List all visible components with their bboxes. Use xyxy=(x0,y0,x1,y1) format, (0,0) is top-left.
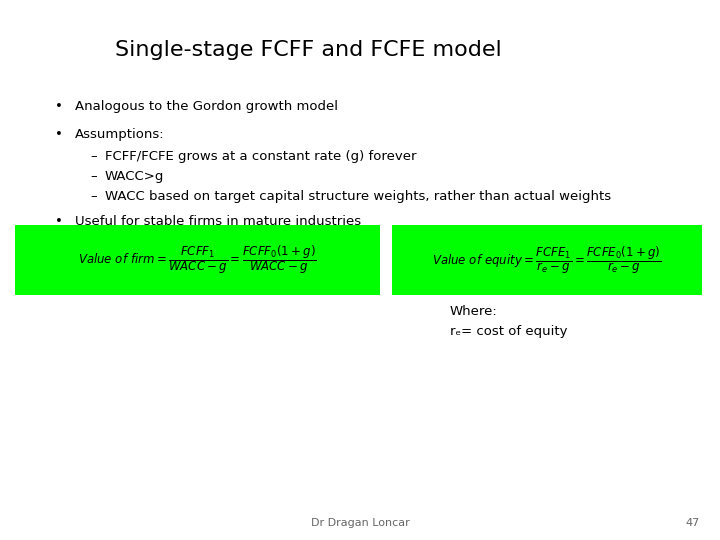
Text: •: • xyxy=(55,128,63,141)
Text: rₑ= cost of equity: rₑ= cost of equity xyxy=(450,325,567,338)
Text: FCFF/FCFE grows at a constant rate (g) forever: FCFF/FCFE grows at a constant rate (g) f… xyxy=(105,150,416,163)
Text: –: – xyxy=(90,150,96,163)
Text: $\mathit{Value\ of\ firm} = \dfrac{FCFF_1}{WACC-g} = \dfrac{FCFF_0(1+g)}{WACC-g}: $\mathit{Value\ of\ firm} = \dfrac{FCFF_… xyxy=(78,244,317,276)
Text: Useful for stable firms in mature industries: Useful for stable firms in mature indust… xyxy=(75,215,361,228)
FancyBboxPatch shape xyxy=(15,225,380,295)
Text: •: • xyxy=(55,215,63,228)
Text: –: – xyxy=(90,190,96,203)
Text: –: – xyxy=(90,170,96,183)
Text: $\mathit{Value\ of\ equity} = \dfrac{FCFE_1}{r_e-g} = \dfrac{FCFE_0(1+g)}{r_e-g}: $\mathit{Value\ of\ equity} = \dfrac{FCF… xyxy=(432,244,662,276)
Text: 47: 47 xyxy=(685,518,700,528)
Text: Dr Dragan Loncar: Dr Dragan Loncar xyxy=(310,518,410,528)
Text: Analogous to the Gordon growth model: Analogous to the Gordon growth model xyxy=(75,100,338,113)
Text: Assumptions:: Assumptions: xyxy=(75,128,165,141)
Text: WACC based on target capital structure weights, rather than actual weights: WACC based on target capital structure w… xyxy=(105,190,611,203)
Text: Single-stage FCFF and FCFE model: Single-stage FCFF and FCFE model xyxy=(115,40,502,60)
Text: •: • xyxy=(55,100,63,113)
Text: WACC>g: WACC>g xyxy=(105,170,164,183)
Text: Where:: Where: xyxy=(450,305,498,318)
FancyBboxPatch shape xyxy=(392,225,702,295)
